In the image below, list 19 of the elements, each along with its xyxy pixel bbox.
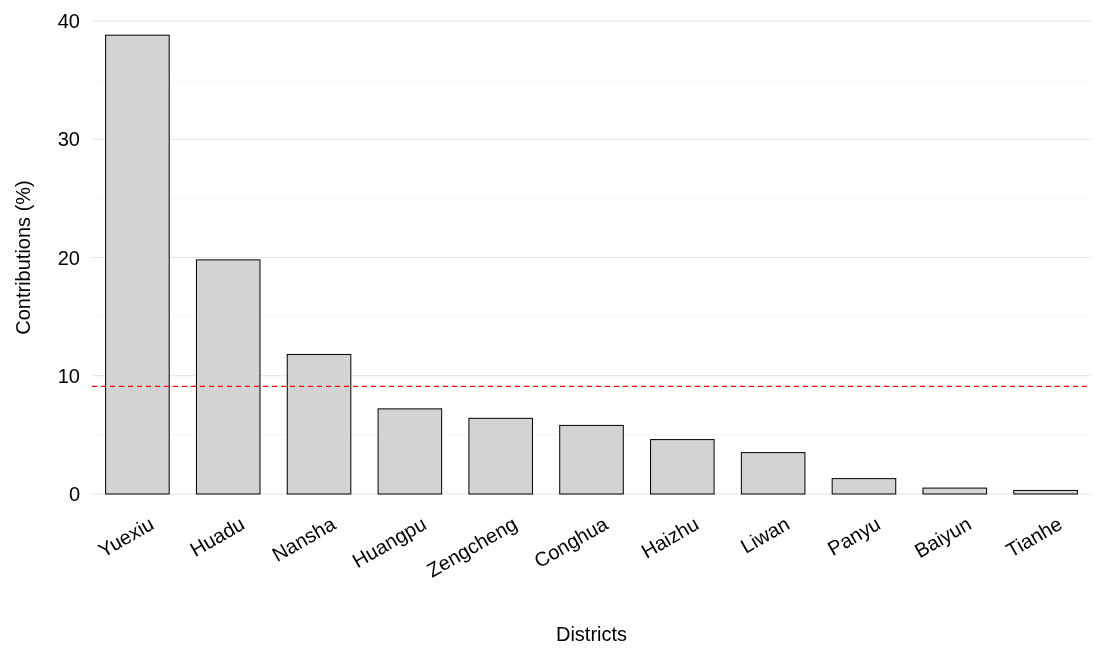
y-tick-label: 10: [57, 364, 80, 387]
y-axis-title: Contributions (%): [12, 180, 34, 335]
x-axis-title: Districts: [555, 623, 628, 645]
y-tick-label: 0: [68, 483, 80, 505]
bar: [468, 417, 533, 495]
bar: [195, 259, 261, 495]
bar: [286, 353, 352, 495]
y-tick-label: 40: [57, 10, 80, 32]
bar: [105, 34, 170, 495]
bar: [1013, 489, 1078, 495]
bar: [831, 478, 897, 495]
bar: [740, 452, 806, 495]
y-tick-label: 30: [57, 128, 80, 151]
bar: [650, 439, 715, 495]
x-tick-label: Liwan: [736, 512, 794, 558]
bar: [922, 487, 988, 495]
bar: [377, 408, 443, 495]
bar: [559, 424, 624, 495]
y-tick-label: 20: [57, 246, 80, 269]
